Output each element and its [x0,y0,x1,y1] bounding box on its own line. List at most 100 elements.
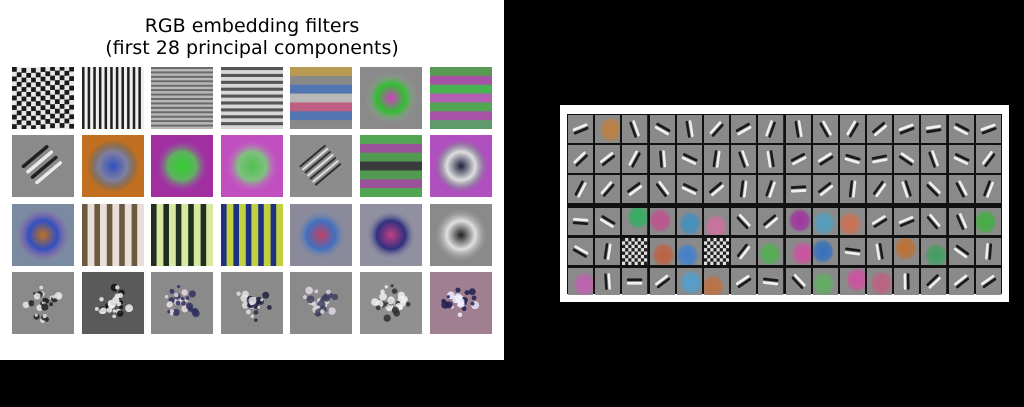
learned-filter-tile [676,115,702,143]
learned-filter-tile [785,208,811,235]
learned-filter-tile [839,208,866,235]
rgb-filter-tile [290,135,353,198]
learned-filter-tile [839,268,866,295]
learned-filter-tile [649,208,675,235]
learned-filter-tile [595,268,621,295]
learned-filter-tile [785,145,811,173]
right-figure-panel [560,105,1009,302]
learned-filter-tile [568,175,594,203]
learned-filter-tile [703,145,730,173]
rgb-filter-tile [81,272,144,335]
figure-subtitle: (first 28 principal components) [105,37,399,59]
learned-filter-tile [731,115,757,143]
learned-filter-tile [622,238,648,265]
learned-filter-tile [948,208,974,235]
rgb-filter-tile [81,135,144,198]
learned-filter-tile [894,145,920,173]
learned-filter-tile [649,115,675,143]
learned-filter-tile [703,268,730,295]
learned-filter-tile [758,268,784,295]
learned-filter-tile [948,145,974,173]
rgb-filter-tile [12,272,74,335]
learned-filter-tile [839,175,866,203]
rgb-filter-tile [360,203,422,266]
learned-filter-tile [785,115,811,143]
learned-filter-tile [975,175,1001,203]
rgb-filter-tile [429,272,492,335]
learned-filter-tile [921,208,947,235]
learned-filter-tile [975,238,1001,265]
figure-title: RGB embedding filters [144,15,360,37]
learned-filter-tile [731,175,757,203]
rgb-filter-tile [151,67,214,129]
rgb-filter-tile [151,203,214,266]
learned-filter-tile [894,115,920,143]
learned-filter-tile [703,175,730,203]
learned-filter-tile [758,238,784,265]
learned-filter-tile [948,175,974,203]
learned-filter-tile [812,145,838,173]
learned-filter-tile [975,145,1001,173]
learned-filter-tile [595,175,621,203]
learned-filter-tile [758,115,784,143]
learned-filter-tile [839,238,866,265]
rgb-filter-tile [360,135,422,198]
learned-filter-tile [676,238,702,265]
learned-filter-tile [731,145,757,173]
learned-filter-tile [867,208,893,235]
learned-filter-tile [948,115,974,143]
rgb-filter-tile [360,272,422,335]
rgb-filter-tile [290,272,353,335]
learned-filter-tile [758,208,784,235]
learned-filter-tile [649,238,675,265]
learned-filter-tile [785,175,811,203]
learned-filter-tile [622,175,648,203]
learned-filter-tile [894,175,920,203]
learned-filter-tile [921,268,947,295]
rgb-filter-tile [220,67,283,129]
learned-filter-grid [567,114,1002,295]
learned-filter-tile [622,208,648,235]
learned-filter-tile [703,238,730,265]
learned-filter-tile [595,145,621,173]
learned-filter-tile [975,115,1001,143]
learned-filter-tile [731,238,757,265]
learned-filter-tile [894,268,920,295]
learned-filter-tile [867,115,893,143]
learned-filter-tile [676,208,702,235]
rgb-filter-tile [220,135,283,198]
rgb-filter-tile [81,203,144,266]
learned-filter-tile [568,208,594,235]
rgb-filter-tile [290,67,353,129]
learned-filter-tile [921,238,947,265]
learned-filter-tile [622,115,648,143]
learned-filter-tile [568,268,594,295]
learned-filter-tile [812,115,838,143]
learned-filter-tile [758,145,784,173]
learned-filter-tile [703,208,730,235]
learned-filter-tile [703,115,730,143]
learned-filter-tile [595,115,621,143]
learned-filter-tile [758,175,784,203]
rgb-filter-tile [81,67,144,129]
rgb-filter-tile [12,135,74,198]
learned-filter-tile [839,145,866,173]
learned-filter-tile [975,268,1001,295]
learned-filter-tile [894,238,920,265]
rgb-filter-tile [151,135,214,198]
learned-filter-tile [676,145,702,173]
rgb-filter-tile [360,67,422,129]
learned-filter-tile [676,268,702,295]
rgb-filter-tile [12,67,74,129]
rgb-filter-tile [429,135,492,198]
learned-filter-tile [812,238,838,265]
learned-filter-tile [867,268,893,295]
learned-filter-tile [867,238,893,265]
learned-filter-tile [921,115,947,143]
learned-filter-tile [649,268,675,295]
learned-filter-tile [894,208,920,235]
rgb-filter-tile [220,272,283,335]
rgb-filter-tile [220,203,283,266]
learned-filter-tile [785,238,811,265]
rgb-filter-tile [429,203,492,266]
